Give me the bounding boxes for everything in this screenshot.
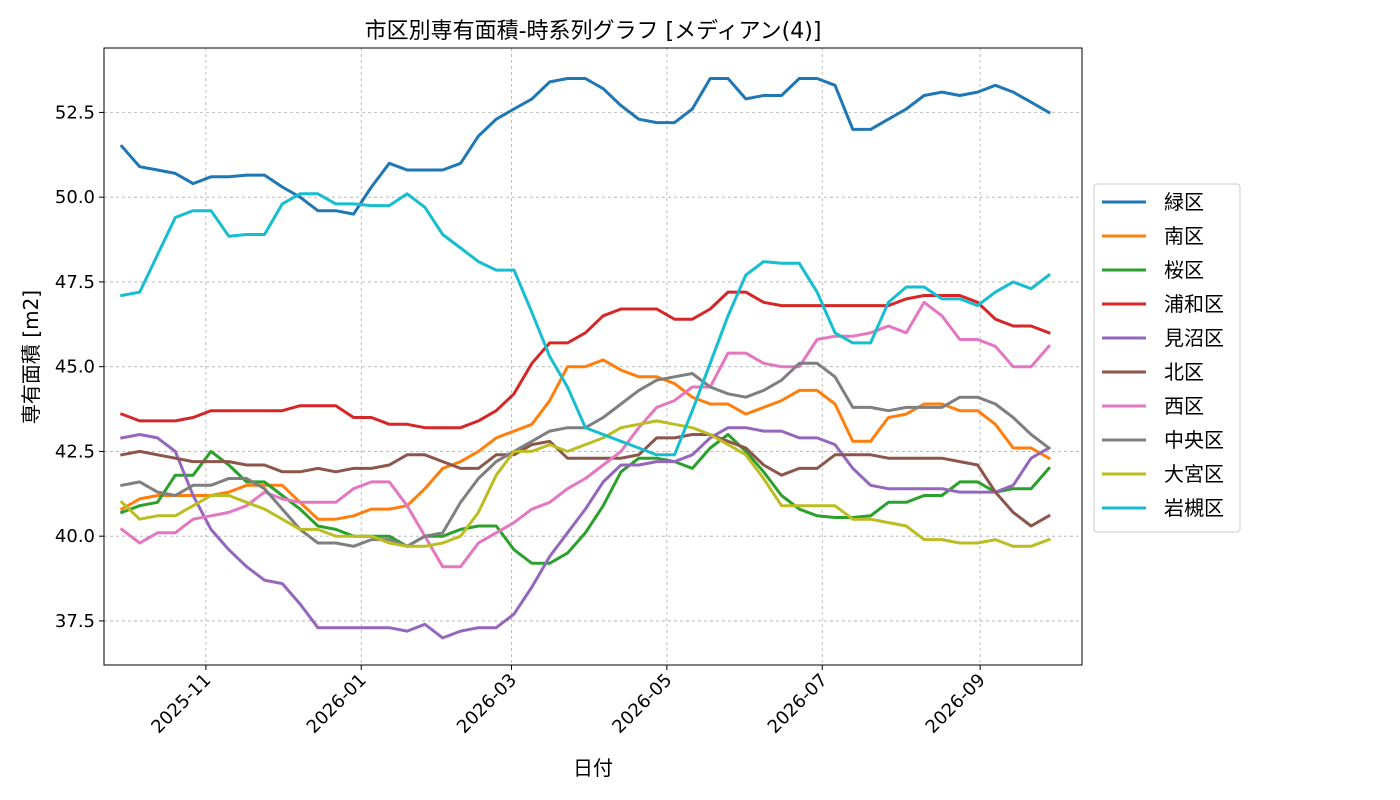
legend-label: 浦和区 [1164, 292, 1224, 316]
chart-title: 市区別専有面積-時系列グラフ [メディアン(4)] [365, 19, 822, 44]
series-line [119, 358, 1051, 521]
series-line [119, 290, 1051, 430]
x-tick-label: 2026-09 [922, 670, 990, 738]
x-tick-label: 2026-03 [453, 670, 521, 738]
series-line [120, 426, 1051, 640]
legend-label: 北区 [1164, 360, 1204, 384]
series-line [120, 433, 1051, 528]
legend-label: 緑区 [1164, 190, 1204, 214]
legend-label: 西区 [1164, 394, 1204, 418]
series-line [120, 192, 1052, 457]
series-line [120, 361, 1052, 548]
x-tick-label: 2026-05 [608, 670, 676, 738]
y-axis-label: 専有面積 [m2] [19, 290, 43, 424]
x-axis: 2025-11 2026-01 2026-03 2026-05 2026-07 2026-… [147, 665, 990, 738]
y-axis: 37.5 40.0 42.5 45.0 47.5 50.0 52.5 [55, 102, 104, 632]
y-tick-label: 37.5 [55, 611, 95, 632]
y-tick-label: 40.0 [55, 526, 95, 547]
series-line [119, 77, 1051, 216]
legend-label: 桜区 [1164, 258, 1204, 282]
x-tick-label: 2025-11 [147, 670, 215, 738]
y-tick-label: 42.5 [55, 441, 95, 462]
series-lines [119, 77, 1052, 640]
y-tick-label: 50.0 [55, 187, 95, 208]
legend-label: 岩槻区 [1164, 496, 1224, 520]
series-line [119, 433, 1052, 565]
legend-label: 大宮区 [1164, 462, 1224, 486]
y-tick-label: 45.0 [55, 357, 95, 378]
series-line [119, 300, 1052, 569]
legend-label: 南区 [1164, 224, 1204, 248]
y-tick-label: 52.5 [55, 102, 95, 123]
plot-area [103, 47, 1083, 666]
series-line [119, 419, 1051, 548]
x-tick-label: 2026-01 [303, 670, 371, 738]
legend-label: 見沼区 [1164, 326, 1224, 350]
grid-lines [104, 48, 1082, 665]
x-tick-label: 2026-07 [764, 670, 832, 738]
y-tick-label: 47.5 [55, 272, 95, 293]
legend-label: 中央区 [1164, 428, 1224, 452]
x-axis-label: 日付 [573, 756, 613, 780]
